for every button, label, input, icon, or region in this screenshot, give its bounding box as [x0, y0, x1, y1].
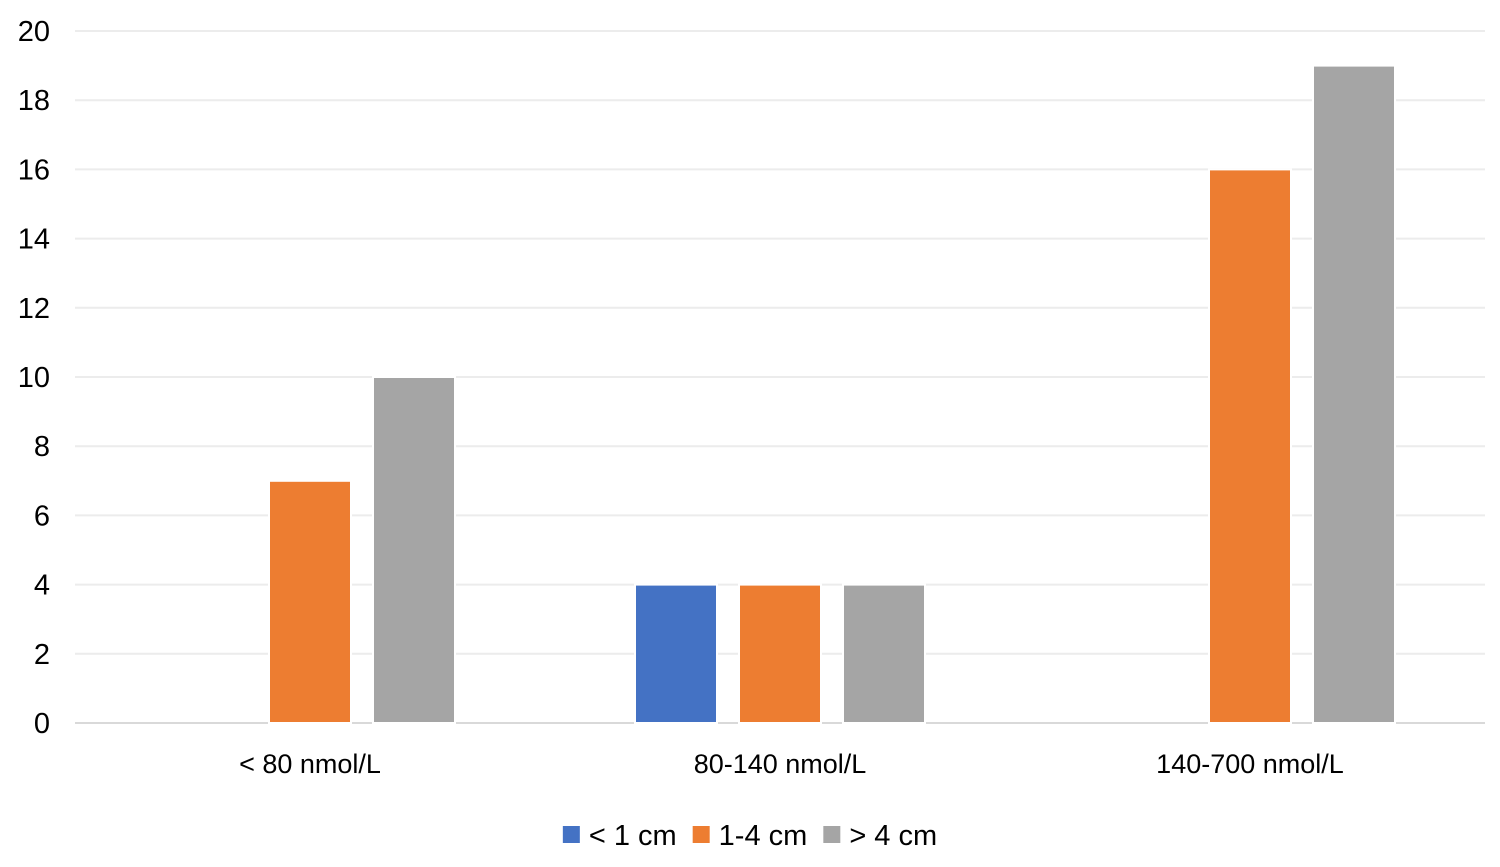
y-tick-label: 2	[34, 639, 50, 671]
y-tick-label: 16	[18, 154, 50, 186]
bar	[842, 583, 926, 724]
bar	[1312, 64, 1396, 725]
x-axis-category-labels: < 80 nmol/L 80-140 nmol/L 140-700 nmol/L	[239, 749, 1344, 779]
y-tick-label: 20	[18, 16, 50, 48]
legend-swatch	[823, 826, 841, 843]
bars	[268, 64, 1396, 725]
y-tick-label: 4	[34, 570, 50, 602]
x-category-label: < 80 nmol/L	[239, 749, 381, 779]
legend-label: < 1 cm	[589, 820, 677, 852]
x-category-label: 140-700 nmol/L	[1156, 749, 1344, 779]
bar	[738, 583, 822, 724]
y-tick-label: 6	[34, 500, 50, 532]
y-tick-label: 12	[18, 293, 50, 325]
y-axis-tick-labels: 0 2 4 6 8 10 12 14 16 18 20	[18, 16, 50, 740]
legend-label: 1-4 cm	[719, 820, 808, 852]
legend-label: > 4 cm	[849, 820, 937, 852]
legend-swatch	[562, 826, 580, 843]
y-tick-label: 14	[18, 224, 50, 256]
y-tick-label: 0	[34, 708, 50, 740]
bar	[268, 479, 352, 724]
bar	[372, 376, 456, 724]
y-tick-label: 18	[18, 85, 50, 117]
y-tick-label: 8	[34, 431, 50, 463]
legend: < 1 cm 1-4 cm > 4 cm	[562, 820, 937, 852]
legend-swatch	[692, 826, 710, 843]
bar	[1208, 168, 1292, 724]
bar	[634, 583, 718, 724]
x-category-label: 80-140 nmol/L	[694, 749, 867, 779]
y-tick-label: 10	[18, 362, 50, 394]
